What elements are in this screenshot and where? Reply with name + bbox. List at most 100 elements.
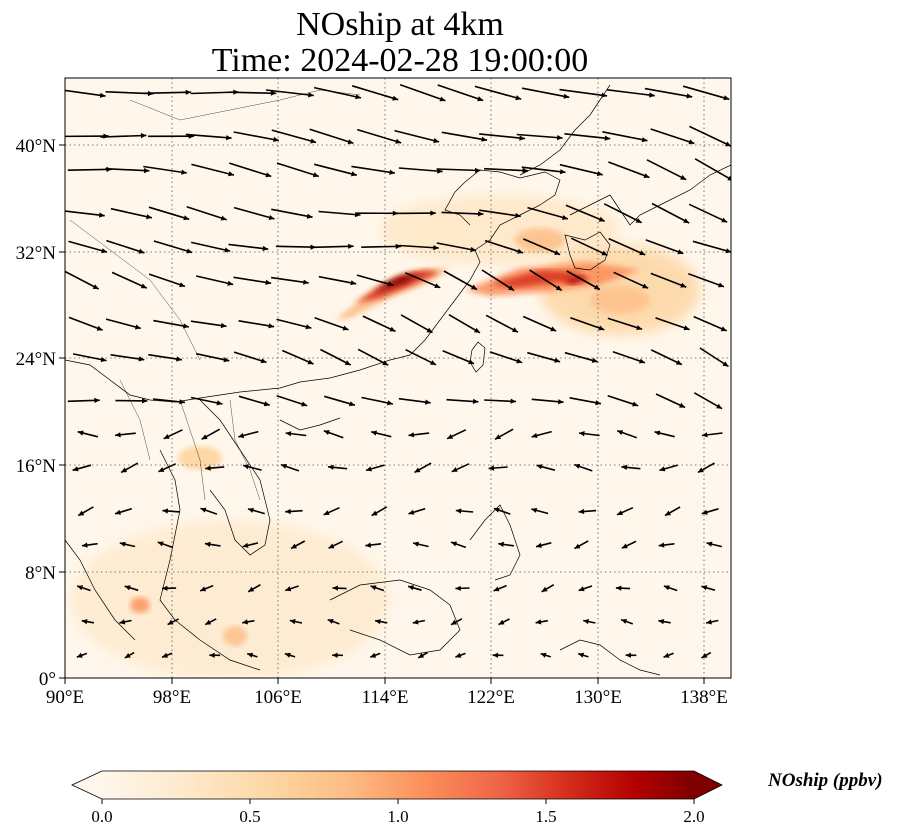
wind-vector-arrowhead — [451, 619, 457, 625]
wind-vector-arrowhead — [688, 139, 695, 145]
lon-tick-label: 114°E — [362, 687, 409, 708]
wind-vector-arrow — [442, 349, 475, 365]
wind-vector-arrow — [404, 272, 441, 289]
wind-vector-arrowhead — [639, 250, 646, 256]
wind-vector-arrowhead — [76, 652, 83, 658]
wind-vector-arrow — [481, 269, 515, 292]
wind-vector-arrowhead — [481, 136, 488, 142]
wind-vector-arrowhead — [642, 283, 649, 289]
colorbar-tick-label: 0.0 — [91, 807, 112, 826]
wind-vector-arrowhead — [408, 509, 415, 515]
wind-vector-arrowhead — [680, 282, 687, 288]
wind-vector-arrowhead — [408, 585, 414, 591]
wind-vector-arrowhead — [327, 619, 334, 624]
wind-vector-arrowhead — [578, 508, 585, 515]
wind-vector-arrowhead — [412, 619, 419, 625]
wind-vector-arrow — [443, 270, 478, 291]
wind-vector-arrowhead — [162, 508, 168, 514]
wind-vector-arrowhead — [531, 433, 538, 438]
wind-vector-arrowhead — [414, 467, 421, 473]
wind-vector-arrow — [650, 349, 683, 366]
wind-vector-arrow — [645, 239, 684, 255]
wind-vector-arrowhead — [347, 139, 354, 145]
wind-vector-arrow — [229, 162, 272, 178]
lat-tick-label: 16°N — [16, 456, 57, 477]
wind-vector-arrow — [276, 162, 320, 178]
wind-vector-arrowhead — [519, 135, 525, 141]
wind-vector-arrowhead — [200, 507, 207, 513]
wind-vector-arrow — [565, 204, 606, 223]
wind-vector-arrowhead — [725, 141, 731, 147]
wind-vector-arrowhead — [434, 283, 441, 288]
wind-vector-arrowhead — [536, 464, 543, 470]
wind-vector-arrowhead — [433, 245, 439, 251]
graticule — [65, 78, 731, 678]
wind-vector-arrowhead — [632, 401, 639, 407]
wind-vector-arrowhead — [179, 282, 185, 288]
wind-vector-arrowhead — [82, 542, 88, 548]
wind-vector-arrowhead — [247, 652, 254, 658]
wind-vector-arrowhead — [701, 509, 708, 515]
wind-vector-arrowhead — [477, 96, 484, 102]
lon-tick-label: 138°E — [680, 687, 728, 708]
wind-vector-arrowhead — [332, 585, 338, 591]
wind-vector-arrowhead — [643, 173, 650, 178]
wind-vector-arrow — [153, 319, 189, 328]
wind-vector-arrowhead — [268, 323, 275, 329]
lat-tick-label: 24°N — [16, 349, 57, 370]
wind-vector-arrow — [436, 168, 481, 172]
wind-vector-arrowhead — [635, 218, 642, 223]
wind-vector-arrow — [233, 206, 275, 220]
wind-vector-arrow — [361, 245, 402, 248]
wind-vector-arrow — [351, 165, 396, 174]
wind-vector-arrowhead — [226, 135, 232, 141]
wind-vector-arrow — [607, 89, 655, 97]
wind-vector-arrowhead — [522, 167, 528, 174]
wind-vector-arrowhead — [310, 138, 317, 144]
wind-vector-arrow — [185, 133, 232, 139]
wind-vector-arrow — [314, 163, 358, 176]
wind-vector-arrow — [602, 131, 648, 142]
wind-vector-arrowhead — [243, 464, 249, 470]
wind-vector-arrowhead — [636, 325, 643, 330]
wind-vector-arrowhead — [265, 172, 272, 178]
wind-vector-arrow — [106, 239, 145, 254]
wind-vector-arrowhead — [721, 217, 728, 223]
wind-vector-arrowhead — [683, 325, 690, 331]
wind-vector-arrow — [564, 133, 611, 140]
wind-vector-arrowhead — [183, 323, 189, 329]
wind-vector-arrow — [143, 91, 192, 95]
wind-vector-arrowhead — [439, 96, 446, 102]
wind-vector-arrowhead — [349, 401, 355, 407]
wind-vector-arrowhead — [303, 279, 309, 285]
wind-vector-arrowhead — [418, 653, 425, 658]
wind-vector-arrowhead — [604, 135, 611, 141]
wind-vector-arrowhead — [517, 248, 524, 254]
wind-vector-arrowhead — [285, 586, 292, 592]
wind-vector-arrowhead — [639, 358, 645, 364]
wind-vector-arrowhead — [138, 248, 145, 254]
wind-vector-arrow — [233, 131, 280, 142]
wind-vector-arrow — [437, 84, 484, 102]
wind-vector-arrowhead — [344, 360, 351, 365]
wind-vector-arrow — [143, 165, 187, 174]
wind-vector-arrowhead — [512, 327, 518, 333]
wind-vector-arrowhead — [701, 653, 708, 658]
wind-vector-arrowhead — [617, 510, 623, 515]
wind-vector-arrow — [191, 241, 231, 252]
wind-vector-arrow — [276, 318, 312, 329]
lat-tick-label: 32°N — [16, 243, 57, 264]
wind-vector-arrow — [238, 320, 275, 328]
wind-vector-arrow — [682, 85, 730, 101]
wind-vector-arrowhead — [371, 510, 378, 516]
wind-vector-arrow — [650, 128, 695, 145]
wind-vector-arrowhead — [433, 138, 440, 144]
wind-vector-arrowhead — [680, 174, 687, 180]
wind-vector-arrowhead — [472, 398, 479, 404]
wind-vector-arrowhead — [658, 542, 665, 548]
wind-vector-arrow — [394, 129, 440, 143]
wind-vector-arrowhead — [596, 171, 603, 177]
wind-vector-arrow — [313, 86, 362, 99]
wind-vector-arrow — [72, 353, 107, 362]
wind-vector-arrowhead — [119, 619, 126, 625]
